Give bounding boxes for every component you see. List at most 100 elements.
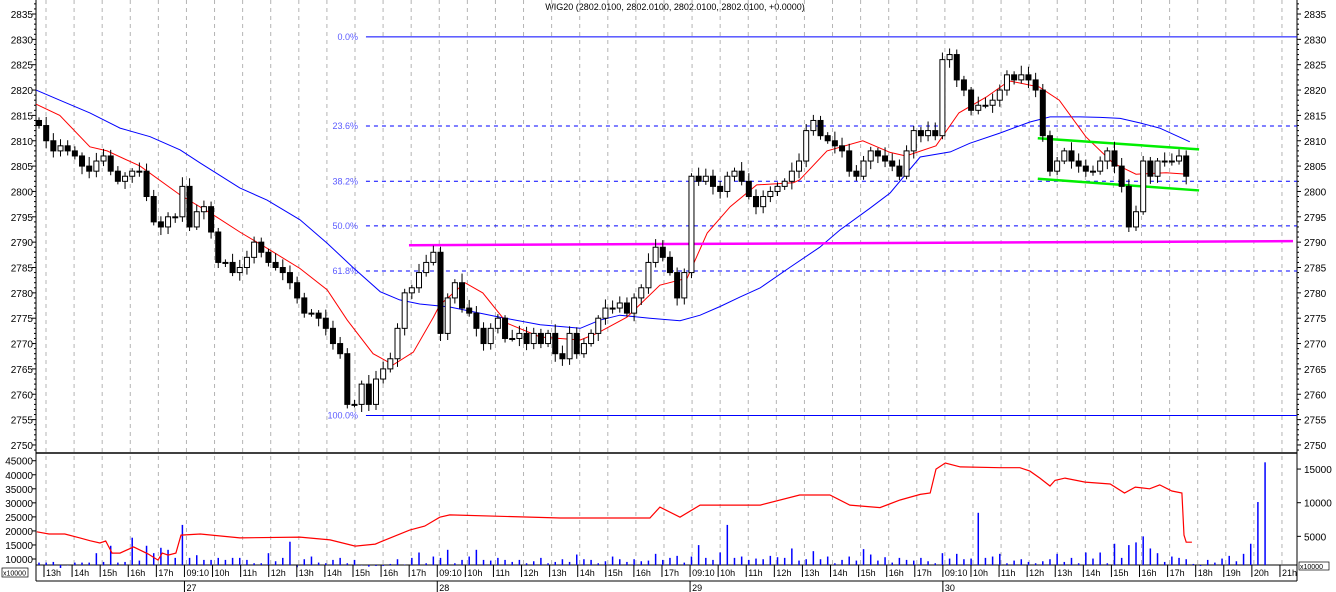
candle-bearish bbox=[824, 135, 831, 142]
time-tick-label: 09:10 bbox=[186, 568, 209, 578]
candle-bullish bbox=[351, 403, 358, 406]
candle-bearish bbox=[552, 332, 559, 355]
price-tick-label-right: 2820 bbox=[1304, 86, 1327, 97]
price-tick-label-left: 2765 bbox=[11, 365, 34, 376]
candle-bearish bbox=[846, 150, 853, 172]
candle-bearish bbox=[272, 261, 279, 268]
candle-bearish bbox=[745, 180, 752, 198]
candle-bearish bbox=[889, 160, 896, 167]
price-tick-label-right: 2785 bbox=[1304, 264, 1327, 275]
candle-bearish bbox=[50, 140, 57, 152]
candle-bullish bbox=[57, 145, 64, 152]
price-tick-label-left: 2755 bbox=[11, 416, 34, 427]
time-tick-label: 17h bbox=[664, 568, 679, 578]
candle-bullish bbox=[416, 272, 423, 289]
candle-bullish bbox=[616, 302, 623, 309]
price-tick-label-left: 2825 bbox=[11, 61, 34, 72]
candle-bearish bbox=[1011, 74, 1018, 81]
candle-bullish bbox=[545, 332, 552, 345]
price-tick-label-left: 2760 bbox=[11, 390, 34, 401]
candle-bearish bbox=[659, 246, 666, 258]
candle-bullish bbox=[580, 343, 587, 355]
candle-bearish bbox=[473, 312, 480, 329]
time-tick-label: 17h bbox=[917, 568, 932, 578]
candle-bearish bbox=[480, 327, 487, 345]
fib-level-label: 23.6% bbox=[332, 121, 358, 131]
fib-level-label: 0.0% bbox=[337, 32, 358, 42]
price-tick-label-right: 2765 bbox=[1304, 365, 1327, 376]
candle-bullish bbox=[251, 241, 258, 258]
candle-bearish bbox=[1039, 89, 1046, 137]
volume-tick-label-left: 30000 bbox=[5, 499, 33, 510]
candle-bearish bbox=[874, 150, 881, 157]
candle-bearish bbox=[208, 206, 215, 233]
candle-bearish bbox=[64, 145, 71, 152]
candle-bullish bbox=[588, 332, 595, 345]
price-tick-label-right: 2760 bbox=[1304, 390, 1327, 401]
time-tick-label: 11h bbox=[1001, 568, 1015, 578]
candle-bullish bbox=[982, 104, 989, 107]
volume-tick-label-left: 20000 bbox=[5, 527, 33, 538]
candle-bearish bbox=[114, 170, 121, 182]
candle-bullish bbox=[688, 175, 695, 274]
candle-bullish bbox=[509, 337, 516, 340]
candle-bullish bbox=[394, 327, 401, 360]
time-tick-label: 14h bbox=[1085, 568, 1100, 578]
candle-bullish bbox=[1097, 160, 1104, 172]
chart-title: WIG20 (2802.0100, 2802.0100, 2802.0100, … bbox=[545, 2, 804, 12]
candle-bullish bbox=[810, 119, 817, 132]
candle-bullish bbox=[989, 99, 996, 106]
price-tick-label-left: 2750 bbox=[11, 441, 34, 452]
candle-bearish bbox=[79, 155, 86, 167]
candle-bearish bbox=[337, 343, 344, 355]
time-tick-label: 16h bbox=[130, 568, 145, 578]
candle-bullish bbox=[760, 196, 767, 208]
multiplier-box-left bbox=[1, 567, 29, 578]
volume-tick-label-left: 15000 bbox=[5, 541, 33, 552]
candle-bearish bbox=[537, 332, 544, 345]
candle-bearish bbox=[817, 119, 824, 137]
candle-bearish bbox=[143, 170, 150, 198]
multiplier-box-right bbox=[1298, 561, 1330, 571]
price-tick-label-right: 2770 bbox=[1304, 340, 1327, 351]
candle-bearish bbox=[466, 307, 473, 314]
price-tick-label-right: 2800 bbox=[1304, 187, 1327, 198]
candle-bearish bbox=[853, 170, 860, 177]
candle-bearish bbox=[831, 140, 838, 147]
candle-bullish bbox=[222, 261, 229, 264]
time-tick-label: 10h bbox=[467, 568, 482, 578]
candle-bullish bbox=[1018, 74, 1025, 81]
candle-bullish bbox=[602, 307, 609, 319]
price-tick-label-right: 2775 bbox=[1304, 314, 1327, 325]
volume-tick-label-left: 45000 bbox=[5, 457, 33, 468]
fib-level-label: 50.0% bbox=[332, 221, 358, 231]
candle-bullish bbox=[631, 297, 638, 314]
candle-bullish bbox=[380, 368, 387, 380]
price-tick-label-right: 2780 bbox=[1304, 289, 1327, 300]
time-tick-label: 13h bbox=[1057, 568, 1072, 578]
price-tick-label-left: 2800 bbox=[11, 187, 34, 198]
price-tick-label-right: 2790 bbox=[1304, 238, 1327, 249]
candle-bullish bbox=[767, 190, 774, 198]
candle-bearish bbox=[1147, 160, 1154, 177]
candle-bearish bbox=[1183, 155, 1190, 177]
price-tick-label-left: 2790 bbox=[11, 238, 34, 249]
price-tick-label-right: 2795 bbox=[1304, 213, 1327, 224]
price-tick-label-left: 2820 bbox=[11, 86, 34, 97]
price-tick-label-left: 2795 bbox=[11, 213, 34, 224]
date-label: 29 bbox=[692, 583, 702, 592]
candle-bullish bbox=[925, 130, 932, 137]
candle-bearish bbox=[294, 282, 301, 299]
time-tick-label: 12h bbox=[1029, 568, 1044, 578]
candle-bearish bbox=[753, 196, 759, 208]
time-tick-label: 14h bbox=[833, 568, 848, 578]
volume-indicator-line bbox=[36, 462, 1192, 561]
volume-tick-label-right: 5000 bbox=[1304, 532, 1327, 543]
candle-bullish bbox=[638, 287, 645, 299]
candle-bullish bbox=[803, 130, 810, 162]
candle-bullish bbox=[423, 261, 430, 274]
candle-bullish bbox=[200, 206, 207, 213]
time-tick-label: 20h bbox=[1254, 568, 1269, 578]
time-tick-label: 14h bbox=[74, 568, 89, 578]
